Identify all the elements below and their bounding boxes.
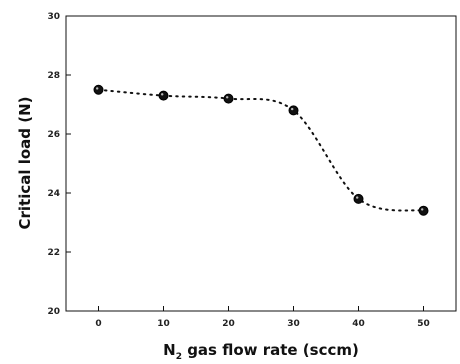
y-axis-ticks: 20 22 24 26 28 30: [47, 12, 71, 317]
data-point-highlight: [226, 96, 229, 99]
x-axis-title-prefix: N: [163, 341, 176, 359]
data-point-highlight: [356, 196, 359, 199]
x-tick-label: 0: [95, 319, 101, 329]
data-point-highlight: [161, 93, 164, 96]
x-tick-label: 20: [222, 319, 235, 329]
y-axis-title: Critical load (N): [16, 96, 34, 229]
data-point: [158, 90, 169, 101]
data-point: [353, 193, 364, 204]
x-axis-ticks: 0 10 20 30 40 50: [95, 306, 430, 329]
plot-frame: [65, 15, 457, 312]
y-tick-label: 26: [47, 130, 60, 140]
data-point-highlight: [96, 87, 99, 90]
data-points: [93, 84, 429, 216]
x-tick-label: 10: [157, 319, 170, 329]
y-tick-label: 30: [47, 12, 60, 22]
y-tick-label: 20: [47, 307, 60, 317]
x-axis-title-subscript: 2: [176, 352, 182, 362]
data-connector-line: [97, 88, 425, 212]
x-tick-label: 30: [287, 319, 300, 329]
x-axis-title: N2 gas flow rate (sccm): [163, 341, 359, 362]
data-point: [93, 84, 104, 95]
data-point: [418, 205, 429, 216]
y-tick-label: 28: [47, 71, 60, 81]
y-tick-label: 24: [47, 189, 60, 199]
x-tick-label: 50: [417, 319, 430, 329]
data-point: [288, 105, 299, 116]
x-axis-title-suffix: gas flow rate (sccm): [182, 341, 359, 359]
data-point-highlight: [291, 107, 294, 111]
x-tick-label: 40: [352, 319, 365, 329]
y-tick-label: 22: [47, 248, 60, 258]
data-point: [223, 93, 234, 104]
data-point-highlight: [421, 208, 424, 211]
